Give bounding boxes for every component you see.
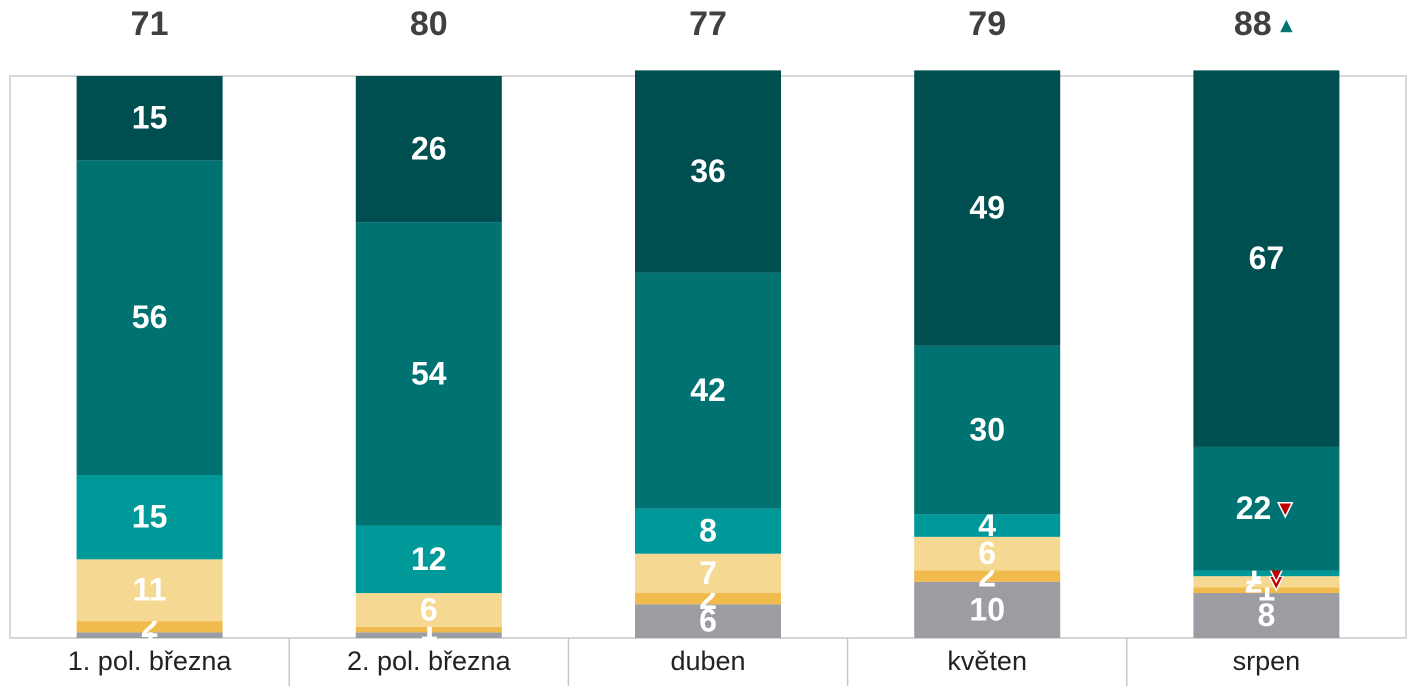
bar-segment xyxy=(1193,593,1340,638)
segment-label: 56 xyxy=(132,299,168,335)
segment-label: 36 xyxy=(690,153,726,189)
bar-segment xyxy=(355,632,502,638)
x-tick-label: duben xyxy=(670,646,745,676)
segment-label: 30 xyxy=(969,412,1005,448)
bar-segment xyxy=(1193,570,1340,577)
segment-label: 4 xyxy=(978,507,996,543)
bar-segment xyxy=(635,272,781,509)
bar-segment xyxy=(914,536,1061,571)
bar-segment xyxy=(1193,70,1340,447)
bar-segment xyxy=(355,626,502,633)
bar-segment xyxy=(355,76,502,223)
segment-label: 15 xyxy=(132,100,168,136)
bar-segment xyxy=(914,570,1061,582)
x-tick-label: srpen xyxy=(1233,646,1301,676)
segment-label: 49 xyxy=(969,190,1005,226)
bar-segment xyxy=(1193,587,1340,594)
bar-segment xyxy=(76,76,223,161)
segment-label: 15 xyxy=(132,499,168,535)
segment-label: 26 xyxy=(411,131,447,167)
bar-segment xyxy=(76,632,223,638)
total-label: 71 xyxy=(131,5,169,43)
segment-label: 6 xyxy=(699,603,717,639)
bar-segment xyxy=(914,345,1061,515)
bar-segment xyxy=(635,593,781,605)
segment-label: 6 xyxy=(978,535,996,571)
segment-label: 67 xyxy=(1249,240,1285,276)
bar-segment xyxy=(635,604,781,638)
x-tick-label: 1. pol. března xyxy=(68,646,233,676)
bar-segment xyxy=(914,70,1061,346)
segment-label: 54 xyxy=(411,355,447,391)
bar-segment xyxy=(76,475,223,560)
segment-label: 10 xyxy=(969,591,1005,627)
bar-segment xyxy=(635,508,781,554)
segment-label: 6 xyxy=(420,591,438,627)
bar-segment xyxy=(1193,446,1340,571)
bar-segment xyxy=(76,559,223,622)
bar-segment xyxy=(355,593,502,627)
segment-label: 8 xyxy=(1258,597,1276,633)
total-label: 88▲ xyxy=(1234,5,1299,43)
bar-segment xyxy=(635,70,781,273)
total-label: 80 xyxy=(410,5,448,43)
segment-label: 7 xyxy=(699,555,717,591)
segment-label: 12 xyxy=(411,541,447,577)
total-label: 79 xyxy=(968,5,1006,43)
bar-segment xyxy=(76,621,223,633)
bar-segment xyxy=(76,160,223,476)
bar-segment xyxy=(1193,576,1340,588)
segment-label: 22▼ xyxy=(1236,490,1297,526)
x-tick-label: 2. pol. března xyxy=(347,646,512,676)
x-tick-label: květen xyxy=(947,646,1027,676)
bar-segment xyxy=(355,222,502,526)
bar-segment xyxy=(914,581,1061,638)
bar-segment xyxy=(914,514,1061,537)
bar-segment xyxy=(635,553,781,594)
bar-segment xyxy=(355,525,502,594)
total-label: 77 xyxy=(689,5,727,43)
segment-label: 11 xyxy=(133,572,167,608)
segment-label: 42 xyxy=(690,372,726,408)
segment-label: 8 xyxy=(699,513,717,549)
